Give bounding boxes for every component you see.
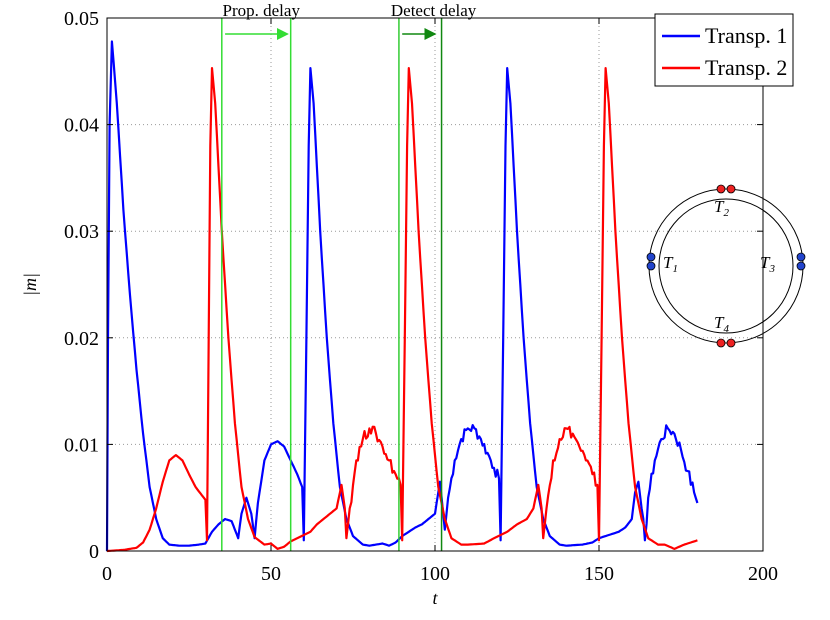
dot-t2-left [716, 184, 726, 194]
y-tick-label: 0.03 [64, 221, 99, 243]
dot-t3-bottom [796, 261, 806, 271]
y-tick-label: 0.04 [64, 115, 99, 137]
y-axis-label: |m| [20, 273, 40, 296]
annotation-label-2: Detect delay [391, 1, 477, 20]
legend-box [654, 13, 794, 87]
transponder-layout-inset: T1 T2 T3 T4 [646, 184, 806, 348]
x-tick-label: 200 [748, 563, 778, 585]
x-tick-label: 0 [102, 563, 112, 585]
grid [107, 18, 763, 551]
legend-label-transp-2: Transp. 2 [705, 55, 787, 80]
x-tick-label: 150 [584, 563, 614, 585]
dot-t3-top [796, 252, 806, 262]
y-tick-label: 0.02 [64, 328, 99, 350]
inset-label-t1: T1 [663, 253, 678, 275]
y-tick-label: 0.05 [64, 8, 99, 30]
plot-area-frame [106, 17, 764, 552]
dot-t1-top [646, 252, 656, 262]
dot-t2-right [726, 184, 736, 194]
dot-t4-left [716, 338, 726, 348]
x-tick-label: 100 [420, 563, 450, 585]
y-tick-label: 0.01 [64, 434, 99, 456]
series-line-2 [106, 67, 698, 553]
inset-label-t4: T4 [714, 313, 729, 335]
dot-t1-bottom [646, 261, 656, 271]
dot-t4-right [726, 338, 736, 348]
annotation-label-1: Prop. delay [223, 1, 301, 20]
legend: Transp. 1 Transp. 2 [654, 13, 794, 87]
inset-label-t3: T3 [760, 253, 775, 275]
y-tick-label: 0 [89, 541, 99, 563]
legend-label-transp-1: Transp. 1 [705, 23, 787, 48]
annotations: Prop. delay Detect delay [223, 1, 477, 40]
inset-label-t2: T2 [714, 197, 729, 219]
series-lines [105, 40, 699, 553]
x-axis-label: t [432, 588, 438, 608]
inset-inner-ring [658, 198, 794, 334]
delay-markers [221, 18, 443, 551]
axis-ticks: 0 50 100 150 200 0 0.01 0.02 0.03 0.04 0.05 [64, 8, 778, 585]
x-tick-label: 50 [261, 563, 281, 585]
